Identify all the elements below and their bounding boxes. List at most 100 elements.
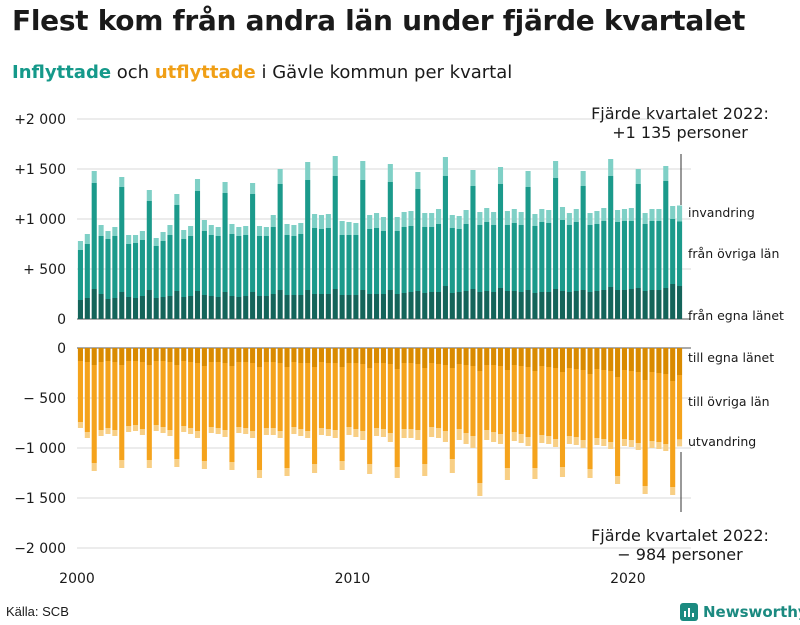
bar-out-own bbox=[160, 348, 166, 361]
bar-in-immigration bbox=[346, 222, 352, 235]
bar-out-emigration bbox=[477, 483, 483, 496]
label-in-own-county: från egna länet bbox=[688, 308, 784, 323]
bar-in-immigration bbox=[470, 170, 476, 186]
bar-out-own bbox=[222, 348, 228, 363]
bar-in-own bbox=[608, 287, 614, 319]
bar-out-emigration bbox=[346, 427, 352, 435]
bar-out-other bbox=[546, 367, 552, 436]
bar-out-own bbox=[263, 348, 269, 362]
bar-in-own bbox=[401, 293, 407, 319]
bar-out-own bbox=[277, 348, 283, 363]
chart-subtitle: Inflyttade och utflyttade i Gävle kommun… bbox=[12, 62, 512, 83]
bar-in-other bbox=[621, 221, 628, 290]
bar-in-other bbox=[470, 186, 476, 289]
bar-out-other bbox=[539, 366, 545, 435]
bar-out-emigration bbox=[105, 428, 111, 434]
bar-in-own bbox=[374, 294, 380, 319]
bar-out-own bbox=[229, 348, 235, 366]
bar-in-immigration bbox=[387, 164, 393, 182]
bar-out-other bbox=[566, 368, 572, 436]
bar-in-immigration bbox=[401, 212, 407, 227]
brand-name: Newsworthy bbox=[703, 603, 800, 621]
bar-out-other bbox=[91, 365, 97, 463]
bar-out-emigration bbox=[587, 469, 593, 478]
bar-in-immigration bbox=[339, 221, 345, 235]
label-in-immigration: invandring bbox=[688, 205, 755, 220]
bar-out-own bbox=[532, 348, 538, 371]
bar-out-own bbox=[601, 348, 607, 370]
bar-out-own bbox=[325, 348, 331, 363]
bar-in-other bbox=[98, 236, 104, 294]
bar-out-other bbox=[587, 374, 593, 469]
bar-out-other bbox=[160, 361, 166, 427]
bar-out-other bbox=[649, 372, 655, 441]
y-tick-label: −1 000 bbox=[14, 441, 66, 457]
bar-out-own bbox=[243, 348, 249, 362]
bar-in-immigration bbox=[167, 225, 173, 235]
bar-out-emigration bbox=[449, 459, 455, 473]
bar-in-own bbox=[553, 289, 559, 319]
bar-in-own bbox=[153, 298, 159, 319]
bar-in-own bbox=[256, 296, 263, 319]
bar-in-own bbox=[91, 289, 97, 319]
bar-in-other bbox=[346, 235, 352, 295]
bar-in-other bbox=[511, 223, 517, 291]
bar-in-own bbox=[380, 294, 386, 319]
bar-in-other bbox=[332, 176, 338, 289]
bar-in-own bbox=[229, 296, 235, 319]
bar-in-other bbox=[449, 228, 455, 293]
label-out-emigration: utvandring bbox=[688, 434, 756, 449]
bar-out-emigration bbox=[470, 436, 476, 448]
bar-in-other bbox=[312, 228, 318, 294]
bar-out-emigration bbox=[201, 461, 207, 469]
bar-out-other bbox=[628, 371, 634, 440]
bar-in-own bbox=[112, 298, 118, 319]
bar-in-own bbox=[270, 294, 276, 319]
bar-in-other bbox=[153, 246, 159, 298]
bar-in-own bbox=[677, 286, 683, 319]
bar-out-emigration bbox=[332, 430, 338, 438]
bar-in-own bbox=[621, 290, 628, 319]
bar-in-other bbox=[353, 235, 359, 295]
bar-out-emigration bbox=[236, 427, 242, 433]
bar-in-immigration bbox=[174, 194, 180, 205]
bar-in-immigration bbox=[318, 215, 325, 229]
bar-out-own bbox=[215, 348, 221, 362]
bar-in-immigration bbox=[539, 209, 545, 222]
bar-out-emigration bbox=[601, 439, 607, 446]
bar-in-own bbox=[243, 296, 249, 319]
bar-in-own bbox=[566, 292, 572, 319]
bar-out-emigration bbox=[160, 427, 166, 433]
bar-out-other bbox=[422, 368, 428, 464]
bar-out-other bbox=[497, 366, 504, 434]
bar-out-other bbox=[98, 362, 104, 430]
bar-in-other bbox=[463, 224, 469, 291]
bar-out-emigration bbox=[456, 429, 462, 440]
bar-out-emigration bbox=[497, 434, 504, 444]
bar-out-other bbox=[484, 365, 490, 430]
bar-in-own bbox=[449, 293, 455, 319]
bar-out-own bbox=[628, 348, 634, 371]
bar-out-other bbox=[318, 362, 325, 428]
bar-out-other bbox=[132, 361, 139, 425]
x-tick-label: 2000 bbox=[59, 571, 95, 587]
bar-in-own bbox=[546, 292, 552, 319]
bar-in-immigration bbox=[77, 241, 83, 250]
bar-in-own bbox=[215, 297, 221, 319]
x-tick-label: 2010 bbox=[335, 571, 371, 587]
bar-out-emigration bbox=[77, 422, 83, 428]
bar-out-own bbox=[649, 348, 655, 372]
bar-out-other bbox=[270, 362, 276, 428]
bar-out-own bbox=[236, 348, 242, 362]
bar-out-other bbox=[339, 367, 345, 461]
bar-in-immigration bbox=[663, 166, 669, 181]
bar-in-immigration bbox=[553, 161, 559, 178]
bar-out-own bbox=[504, 348, 510, 370]
bar-out-emigration bbox=[353, 429, 359, 437]
bar-in-immigration bbox=[484, 208, 490, 222]
y-tick-label: −1 500 bbox=[14, 491, 66, 507]
bar-out-own bbox=[84, 348, 90, 362]
bar-out-other bbox=[305, 363, 311, 431]
bar-in-immigration bbox=[380, 217, 386, 231]
bar-out-other bbox=[504, 370, 510, 468]
